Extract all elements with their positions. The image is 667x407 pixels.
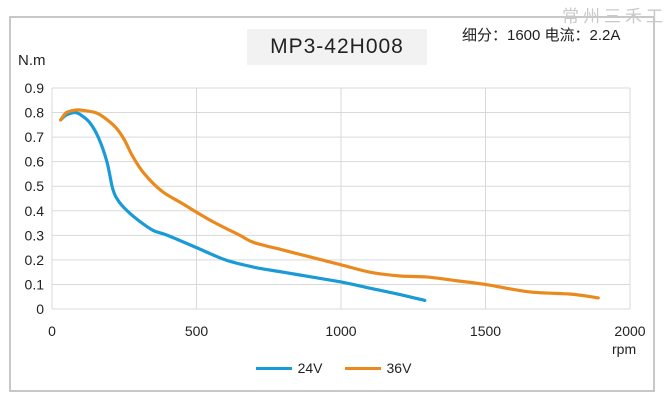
y-tick-label: 0.1 xyxy=(25,276,45,292)
x-tick-label: 500 xyxy=(185,323,209,339)
y-tick-label: 0.3 xyxy=(25,227,45,243)
legend-swatch xyxy=(344,366,381,370)
x-axis-label: rpm xyxy=(612,341,637,357)
chart-frame xyxy=(9,16,655,392)
series-line-36v xyxy=(59,108,600,300)
y-tick-label: 0.7 xyxy=(25,129,45,145)
y-tick-label: 0.6 xyxy=(25,154,45,170)
legend-swatch xyxy=(255,366,292,370)
x-tick-label: 2000 xyxy=(614,323,645,339)
y-tick-label: 0.8 xyxy=(25,105,45,121)
y-axis-label: N.m xyxy=(18,52,46,69)
watermark: 常州三禾工 xyxy=(562,7,667,26)
x-tick-label: 1500 xyxy=(470,323,501,339)
y-tick-label: 0.9 xyxy=(25,80,45,96)
series-line-24v xyxy=(59,110,427,303)
y-tick-label: 0.4 xyxy=(25,203,45,219)
legend-item-24v: 24V xyxy=(255,360,323,376)
legend-item-36v: 36V xyxy=(344,360,412,376)
x-tick-label: 0 xyxy=(48,323,56,339)
spec-label: 细分：1600 电流：2.2A xyxy=(462,27,621,44)
y-tick-label: 0 xyxy=(36,301,44,317)
y-tick-label: 0.2 xyxy=(25,252,45,268)
legend: 24V 36V xyxy=(0,360,667,376)
chart-title: MP3-42H008 xyxy=(247,29,427,65)
y-tick-label: 0.5 xyxy=(25,178,45,194)
x-tick-label: 1000 xyxy=(325,323,356,339)
legend-label: 36V xyxy=(386,360,412,376)
legend-label: 24V xyxy=(297,360,323,376)
